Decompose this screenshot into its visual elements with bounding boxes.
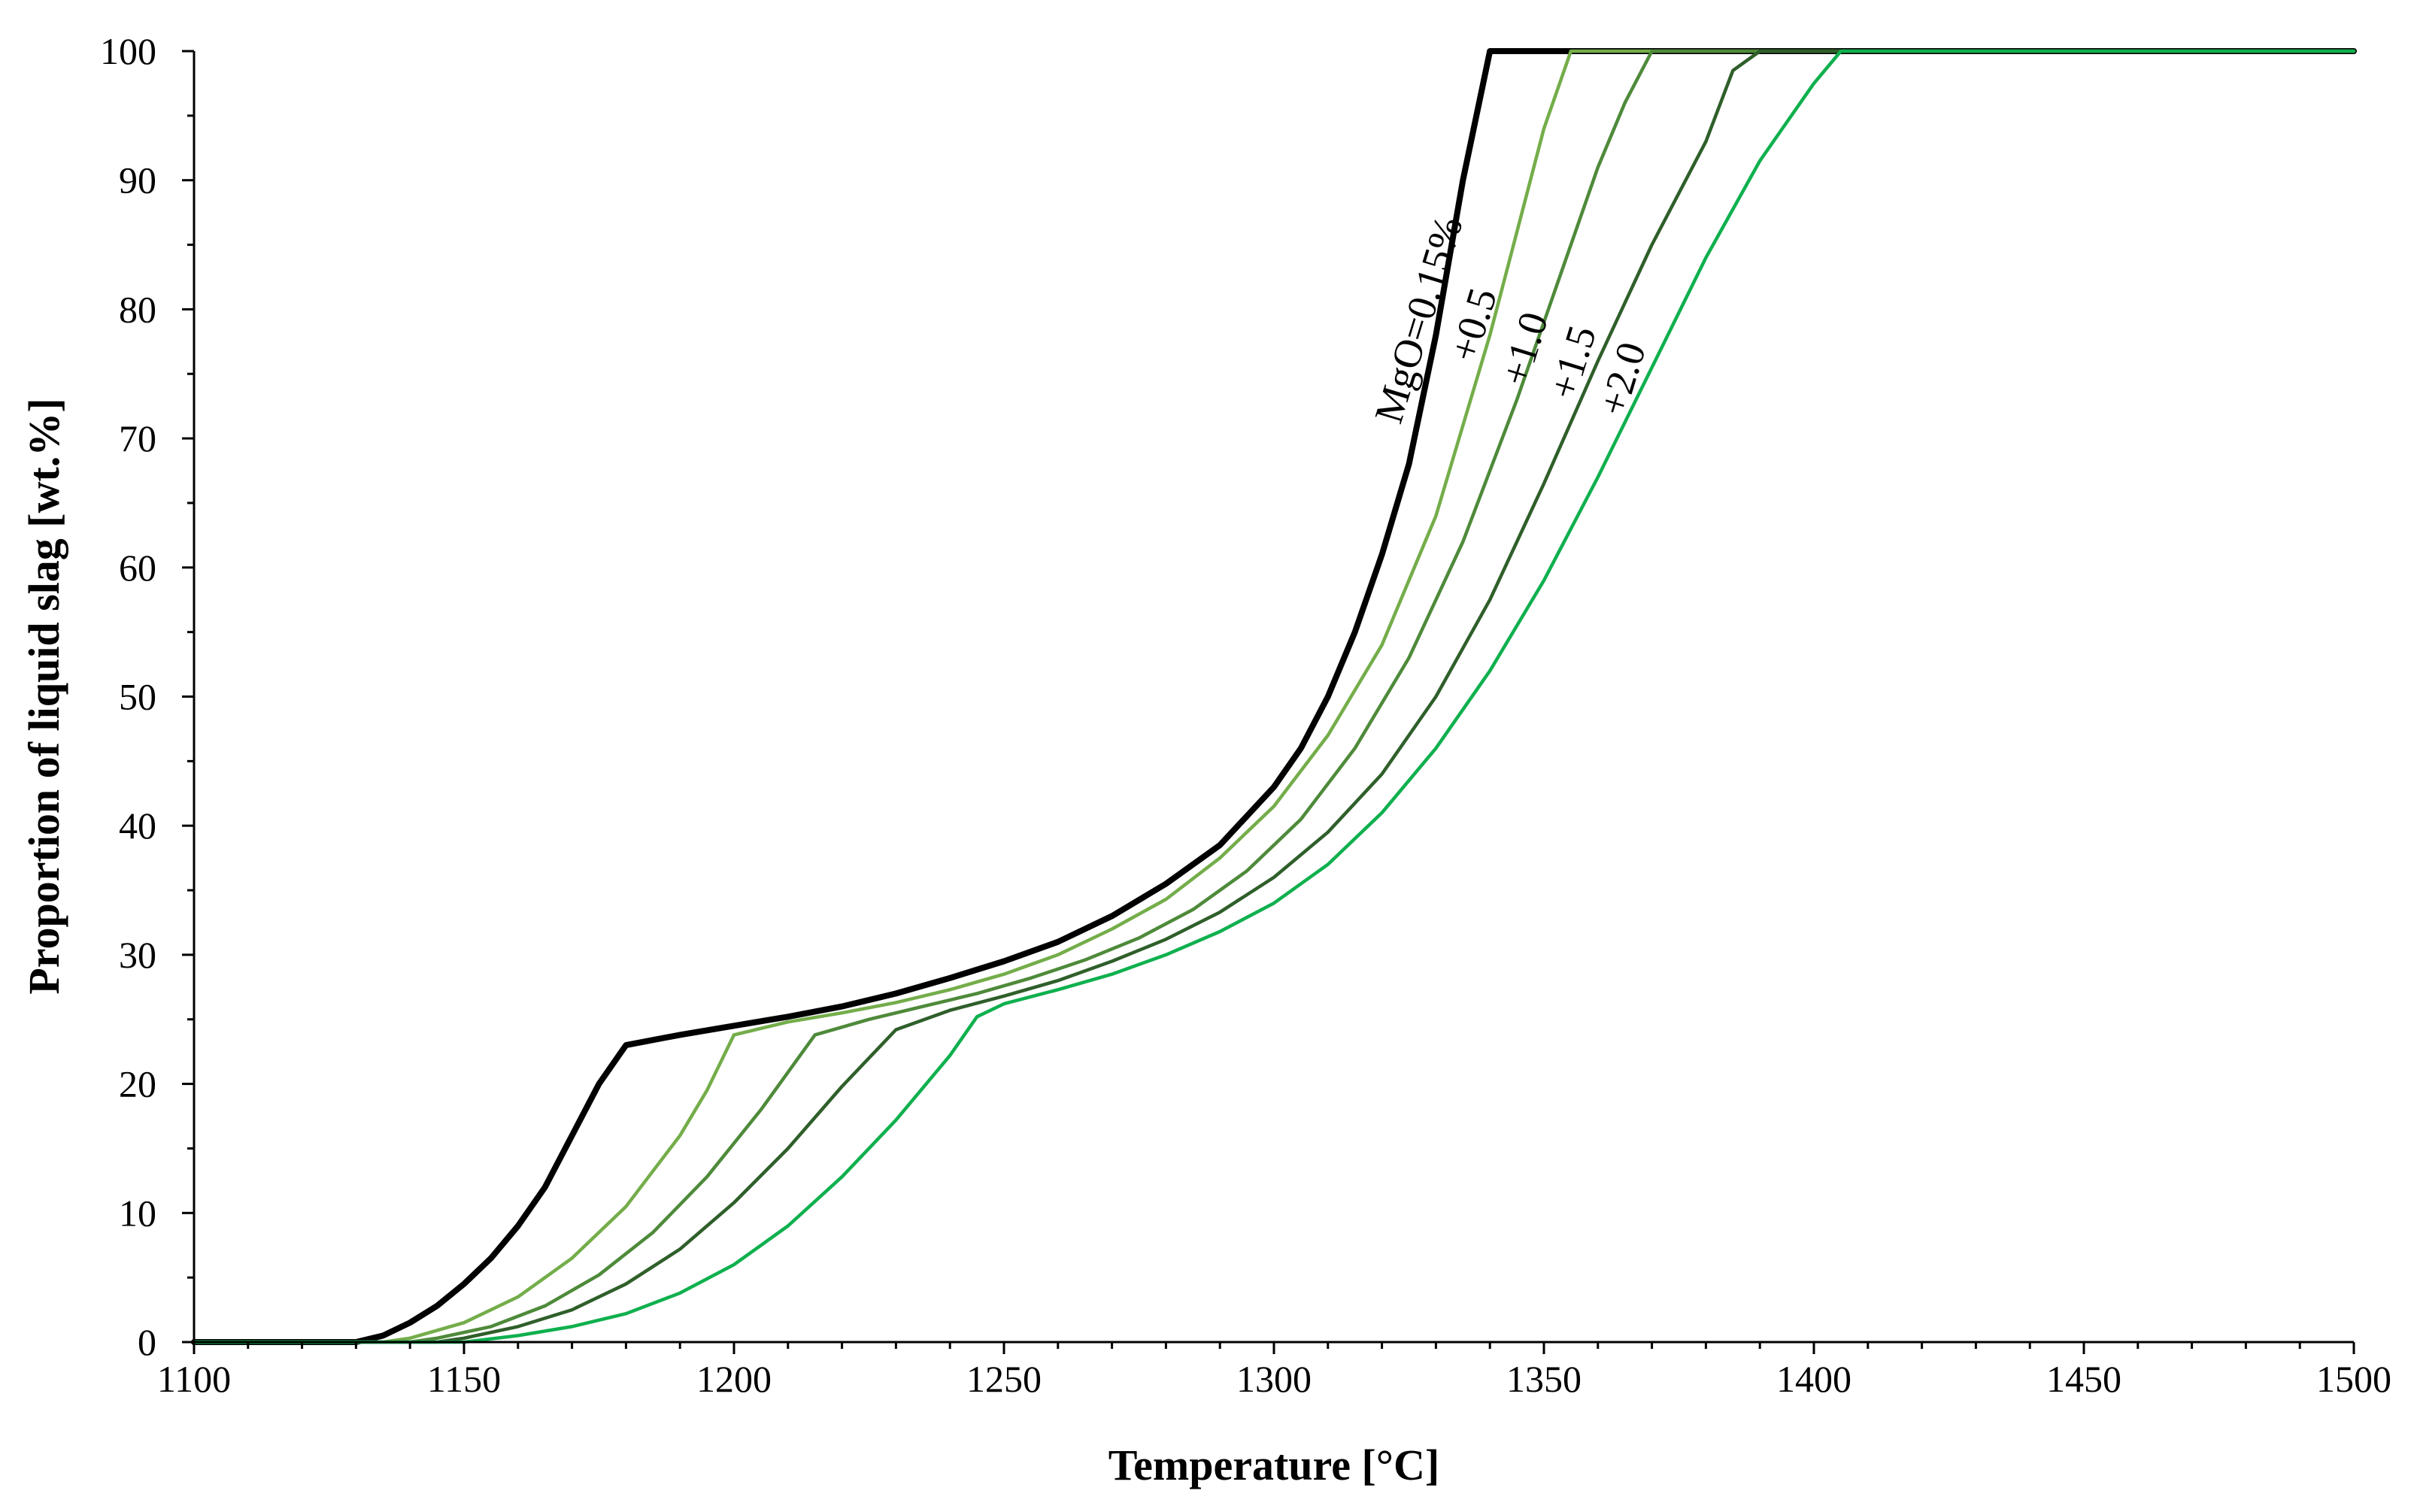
y-tick-label: 80	[119, 288, 156, 330]
series-line-1	[192, 49, 2356, 1344]
y-tick-label: 100	[100, 30, 156, 72]
x-tick-label: 1450	[2046, 1358, 2121, 1400]
y-tick-label: 50	[119, 676, 156, 718]
x-tick-label: 1300	[1236, 1358, 1312, 1400]
x-tick-label: 1350	[1506, 1358, 1582, 1400]
y-tick-label: 20	[119, 1063, 156, 1105]
y-tick-label: 90	[119, 159, 156, 201]
x-tick-label: 1200	[696, 1358, 772, 1400]
series-line-0	[191, 48, 2357, 1345]
y-tick-label: 30	[119, 934, 156, 976]
series-label-plus-05: +0.5	[1441, 283, 1506, 366]
ticks-layer: 1100 1150 1200 1250 1300 1350 1400 1450 1500 0 10 2…	[100, 30, 2391, 1400]
y-tick-label: 60	[119, 547, 156, 589]
y-tick-label: 40	[119, 804, 156, 847]
series-line-4	[192, 49, 2356, 1344]
series-line-3	[192, 49, 2356, 1344]
x-tick-label: 1400	[1776, 1358, 1851, 1400]
y-axis-title: Proportion of liquid slag [wt.%]	[20, 398, 68, 994]
y-tick-label: 10	[119, 1192, 156, 1234]
series-labels-layer: MgO=0.15% +0.5 +1.0 +1.5 +2.0	[1366, 211, 1654, 428]
x-axis-title: Temperature [°C]	[1108, 1441, 1439, 1489]
y-tick-label: 0	[138, 1321, 156, 1363]
y-tick-label: 70	[119, 417, 156, 459]
x-tick-label: 1250	[966, 1358, 1042, 1400]
axes-layer	[193, 51, 2354, 1344]
x-tick-label: 1100	[157, 1358, 231, 1400]
x-tick-label: 1500	[2316, 1358, 2391, 1400]
x-tick-label: 1150	[427, 1358, 501, 1400]
series-layer	[191, 48, 2357, 1345]
series-line-2	[192, 49, 2356, 1344]
